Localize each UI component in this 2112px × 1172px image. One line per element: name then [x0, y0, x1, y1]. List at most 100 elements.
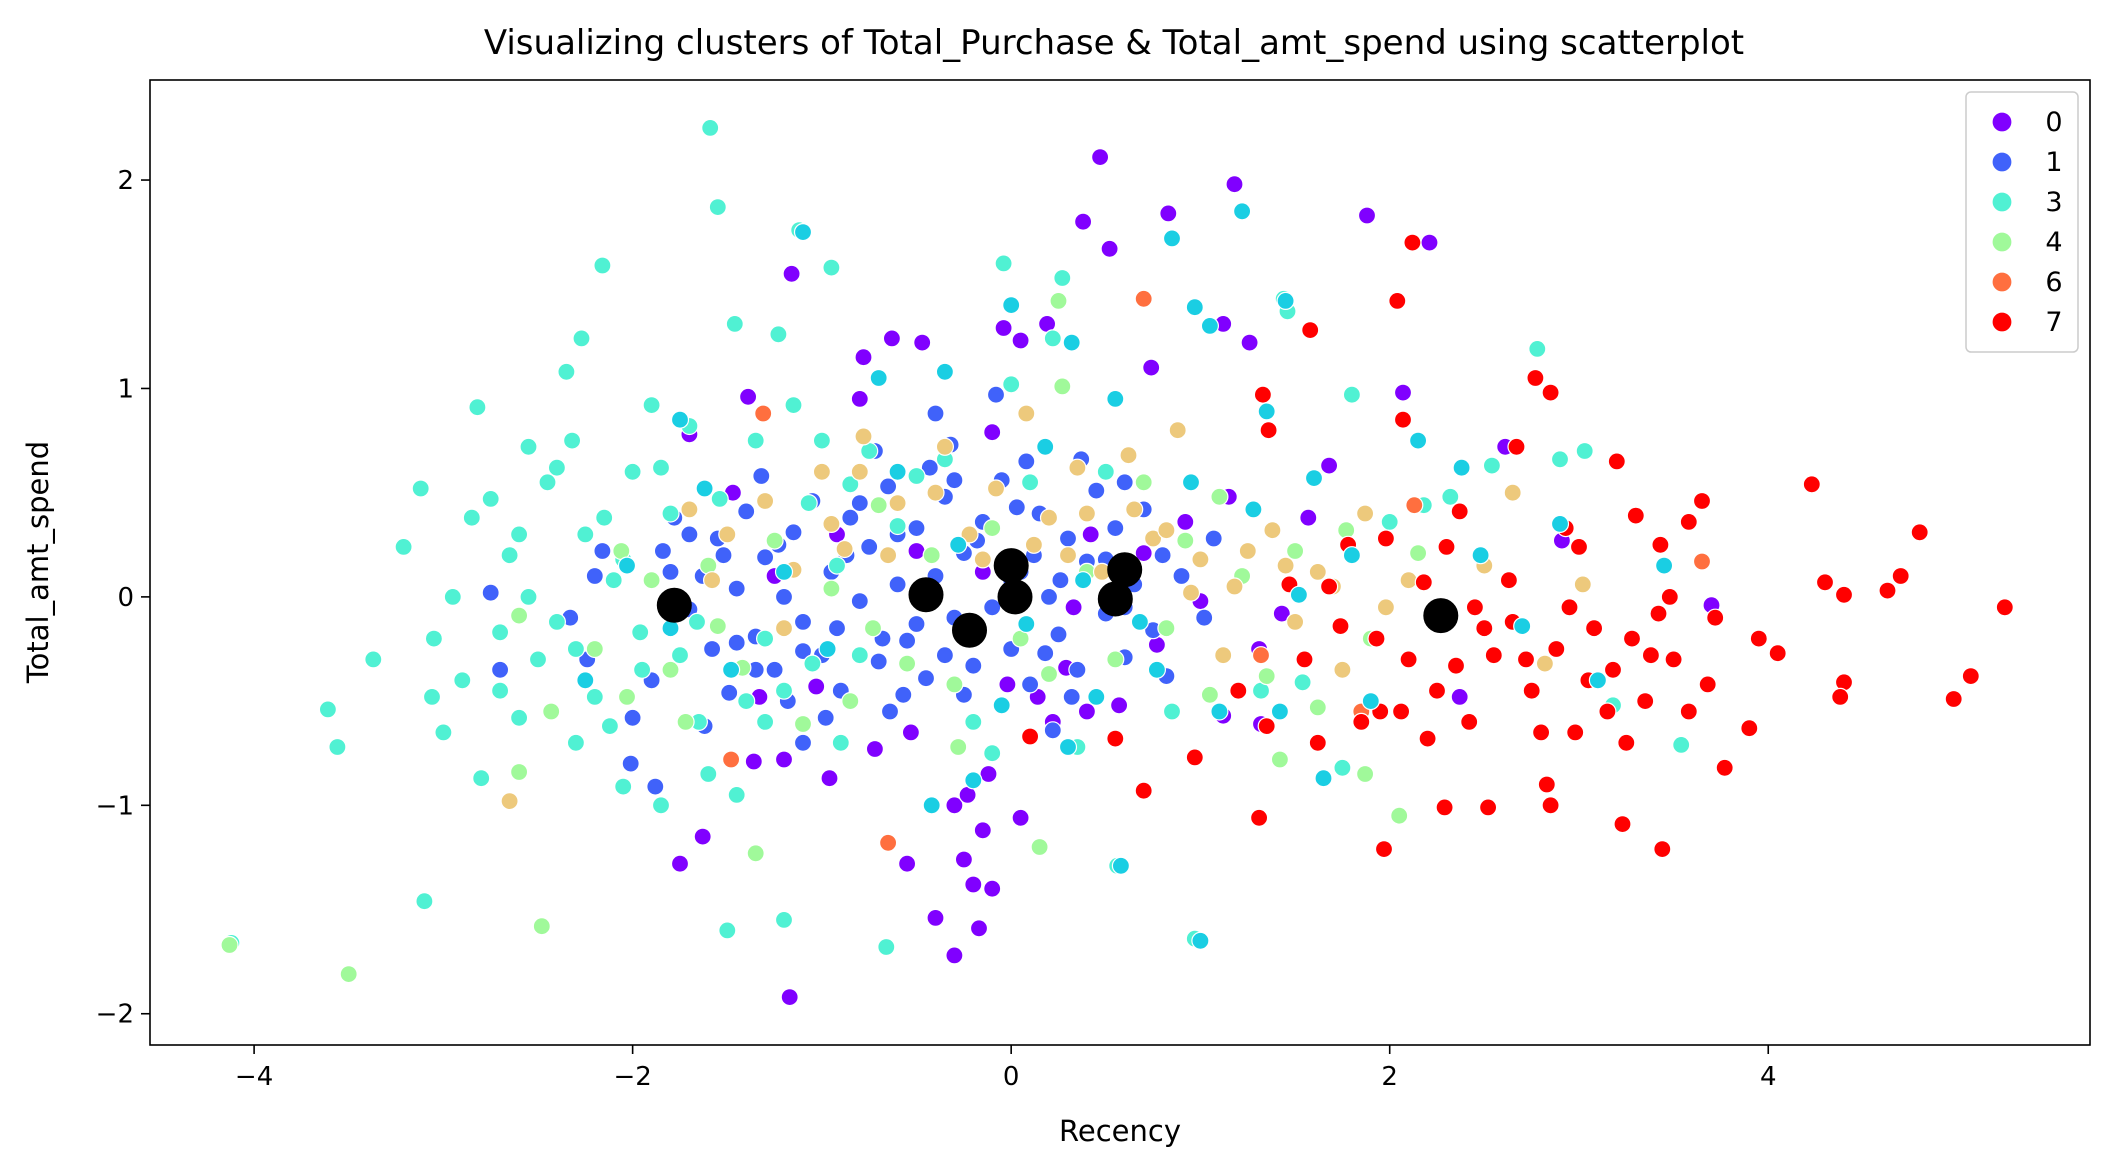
scatter-point-cluster-1	[702, 639, 722, 659]
scatter-point-cluster-2	[1017, 614, 1036, 634]
scatter-point-cluster-3	[1043, 329, 1062, 348]
scatter-point-cluster-0	[983, 879, 1002, 898]
scatter-point-cluster-7	[1295, 650, 1314, 669]
scatter-point-cluster-1	[793, 612, 813, 632]
scatter-point-cluster-5	[1077, 504, 1097, 523]
scatter-point-cluster-3	[566, 639, 586, 659]
scatter-point-cluster-0	[913, 333, 932, 352]
scatter-point-cluster-7	[1692, 491, 1712, 511]
scatter-point-cluster-5	[960, 525, 979, 544]
scatter-point-cluster-7	[1706, 608, 1725, 627]
x-tick-label: 2	[1381, 1062, 1398, 1092]
y-tick-label: −2	[96, 1000, 134, 1030]
scatter-point-cluster-3	[1020, 473, 1040, 492]
scatter-point-cluster-0	[1077, 702, 1097, 721]
scatter-point-cluster-0	[807, 677, 826, 696]
scatter-point-cluster-0	[1073, 212, 1093, 231]
scatter-point-cluster-2	[1654, 556, 1674, 575]
scatter-point-cluster-5	[1058, 546, 1078, 565]
scatter-point-cluster-2	[1191, 931, 1210, 950]
scatter-point-cluster-1	[920, 458, 939, 477]
scatter-point-cluster-2	[1036, 437, 1055, 456]
scatter-point-cluster-1	[986, 385, 1006, 404]
scatter-point-cluster-3	[394, 537, 413, 557]
scatter-point-cluster-0	[1142, 358, 1161, 377]
scatter-point-cluster-1	[1153, 546, 1172, 565]
scatter-point-cluster-3	[600, 716, 620, 736]
scatter-point-cluster-7	[1566, 723, 1585, 742]
scatter-point-cluster-7	[1878, 581, 1897, 600]
scatter-point-cluster-1	[1204, 529, 1223, 548]
scatter-point-cluster-7	[1301, 321, 1320, 340]
scatter-point-cluster-5	[1225, 577, 1244, 596]
plot-frame	[149, 79, 2091, 1046]
scatter-point-cluster-3	[614, 777, 633, 796]
y-tick-label: 0	[117, 583, 134, 613]
scatter-point-cluster-3	[877, 937, 896, 957]
scatter-point-cluster-7	[1460, 712, 1479, 732]
scatter-point-cluster-5	[1181, 583, 1201, 602]
scatter-point-cluster-1	[661, 562, 680, 582]
scatter-point-cluster-2	[721, 660, 741, 679]
legend-marker-3	[1991, 191, 2013, 213]
scatter-point-cluster-0	[979, 764, 998, 784]
scatter-point-cluster-4	[922, 546, 941, 565]
scatter-point-cluster-3	[491, 681, 510, 700]
scatter-point-cluster-5	[1503, 483, 1522, 502]
scatter-point-cluster-7	[1617, 733, 1636, 752]
scatter-point-cluster-7	[1185, 748, 1204, 767]
scatter-point-cluster-7	[1418, 729, 1437, 748]
scatter-point-cluster-3	[509, 708, 529, 727]
scatter-point-cluster-5	[854, 427, 873, 446]
scatter-point-cluster-7	[1569, 537, 1589, 557]
scatter-point-cluster-0	[865, 739, 885, 759]
scatter-point-cluster-5	[1376, 598, 1396, 617]
scatter-point-cluster-3	[670, 646, 690, 665]
scatter-point-cluster-2	[1232, 202, 1252, 221]
scatter-point-cluster-0	[1450, 687, 1469, 707]
scatter-point-cluster-3	[803, 654, 822, 673]
centroid-point	[1423, 598, 1459, 634]
scatter-point-cluster-7	[1352, 712, 1371, 732]
scatter-point-cluster-3	[907, 466, 926, 486]
scatter-point-cluster-2	[1452, 458, 1471, 477]
scatter-point-cluster-1	[1049, 625, 1068, 644]
scatter-point-cluster-0	[1176, 512, 1195, 532]
scatter-point-cluster-7	[1414, 573, 1433, 592]
scatter-point-cluster-1	[897, 631, 917, 650]
scatter-point-cluster-5	[718, 525, 737, 544]
scatter-point-cluster-1	[755, 548, 775, 567]
scatter-point-cluster-3	[519, 587, 538, 607]
scatter-point-cluster-3	[631, 623, 650, 642]
scatter-point-cluster-0	[1159, 204, 1178, 223]
scatter-point-cluster-4	[1106, 650, 1125, 669]
scatter-point-cluster-1	[841, 508, 860, 527]
scatter-point-cluster-0	[1225, 175, 1244, 194]
scatter-point-cluster-0	[897, 854, 917, 873]
scatter-point-cluster-3	[538, 473, 557, 492]
scatter-point-cluster-2	[869, 368, 888, 388]
scatter-point-cluster-7	[1698, 675, 1717, 694]
scatter-point-cluster-7	[1484, 646, 1503, 665]
scatter-point-cluster-7	[1367, 629, 1386, 648]
scatter-point-cluster-3	[827, 556, 847, 575]
scatter-point-cluster-3	[462, 508, 481, 527]
scatter-point-cluster-1	[1007, 498, 1026, 517]
scatter-point-cluster-7	[1388, 291, 1407, 310]
scatter-point-cluster-7	[1403, 233, 1422, 252]
scatter-point-cluster-6	[1134, 289, 1153, 308]
scatter-point-cluster-3	[547, 458, 567, 477]
scatter-point-cluster-4	[945, 675, 964, 694]
scatter-point-cluster-5	[1573, 575, 1592, 594]
scatter-point-cluster-5	[1143, 529, 1163, 548]
scatter-point-cluster-1	[1043, 721, 1062, 740]
scatter-point-cluster-5	[1168, 421, 1187, 440]
scatter-point-cluster-7	[1376, 529, 1396, 548]
scatter-point-cluster-7	[1607, 452, 1626, 471]
scatter-point-cluster-3	[632, 660, 652, 679]
scatter-point-cluster-4	[661, 660, 680, 679]
scatter-point-cluster-3	[328, 737, 347, 757]
scatter-point-cluster-4	[542, 702, 561, 721]
scatter-point-cluster-3	[1053, 268, 1072, 288]
scatter-point-cluster-5	[1191, 550, 1210, 569]
